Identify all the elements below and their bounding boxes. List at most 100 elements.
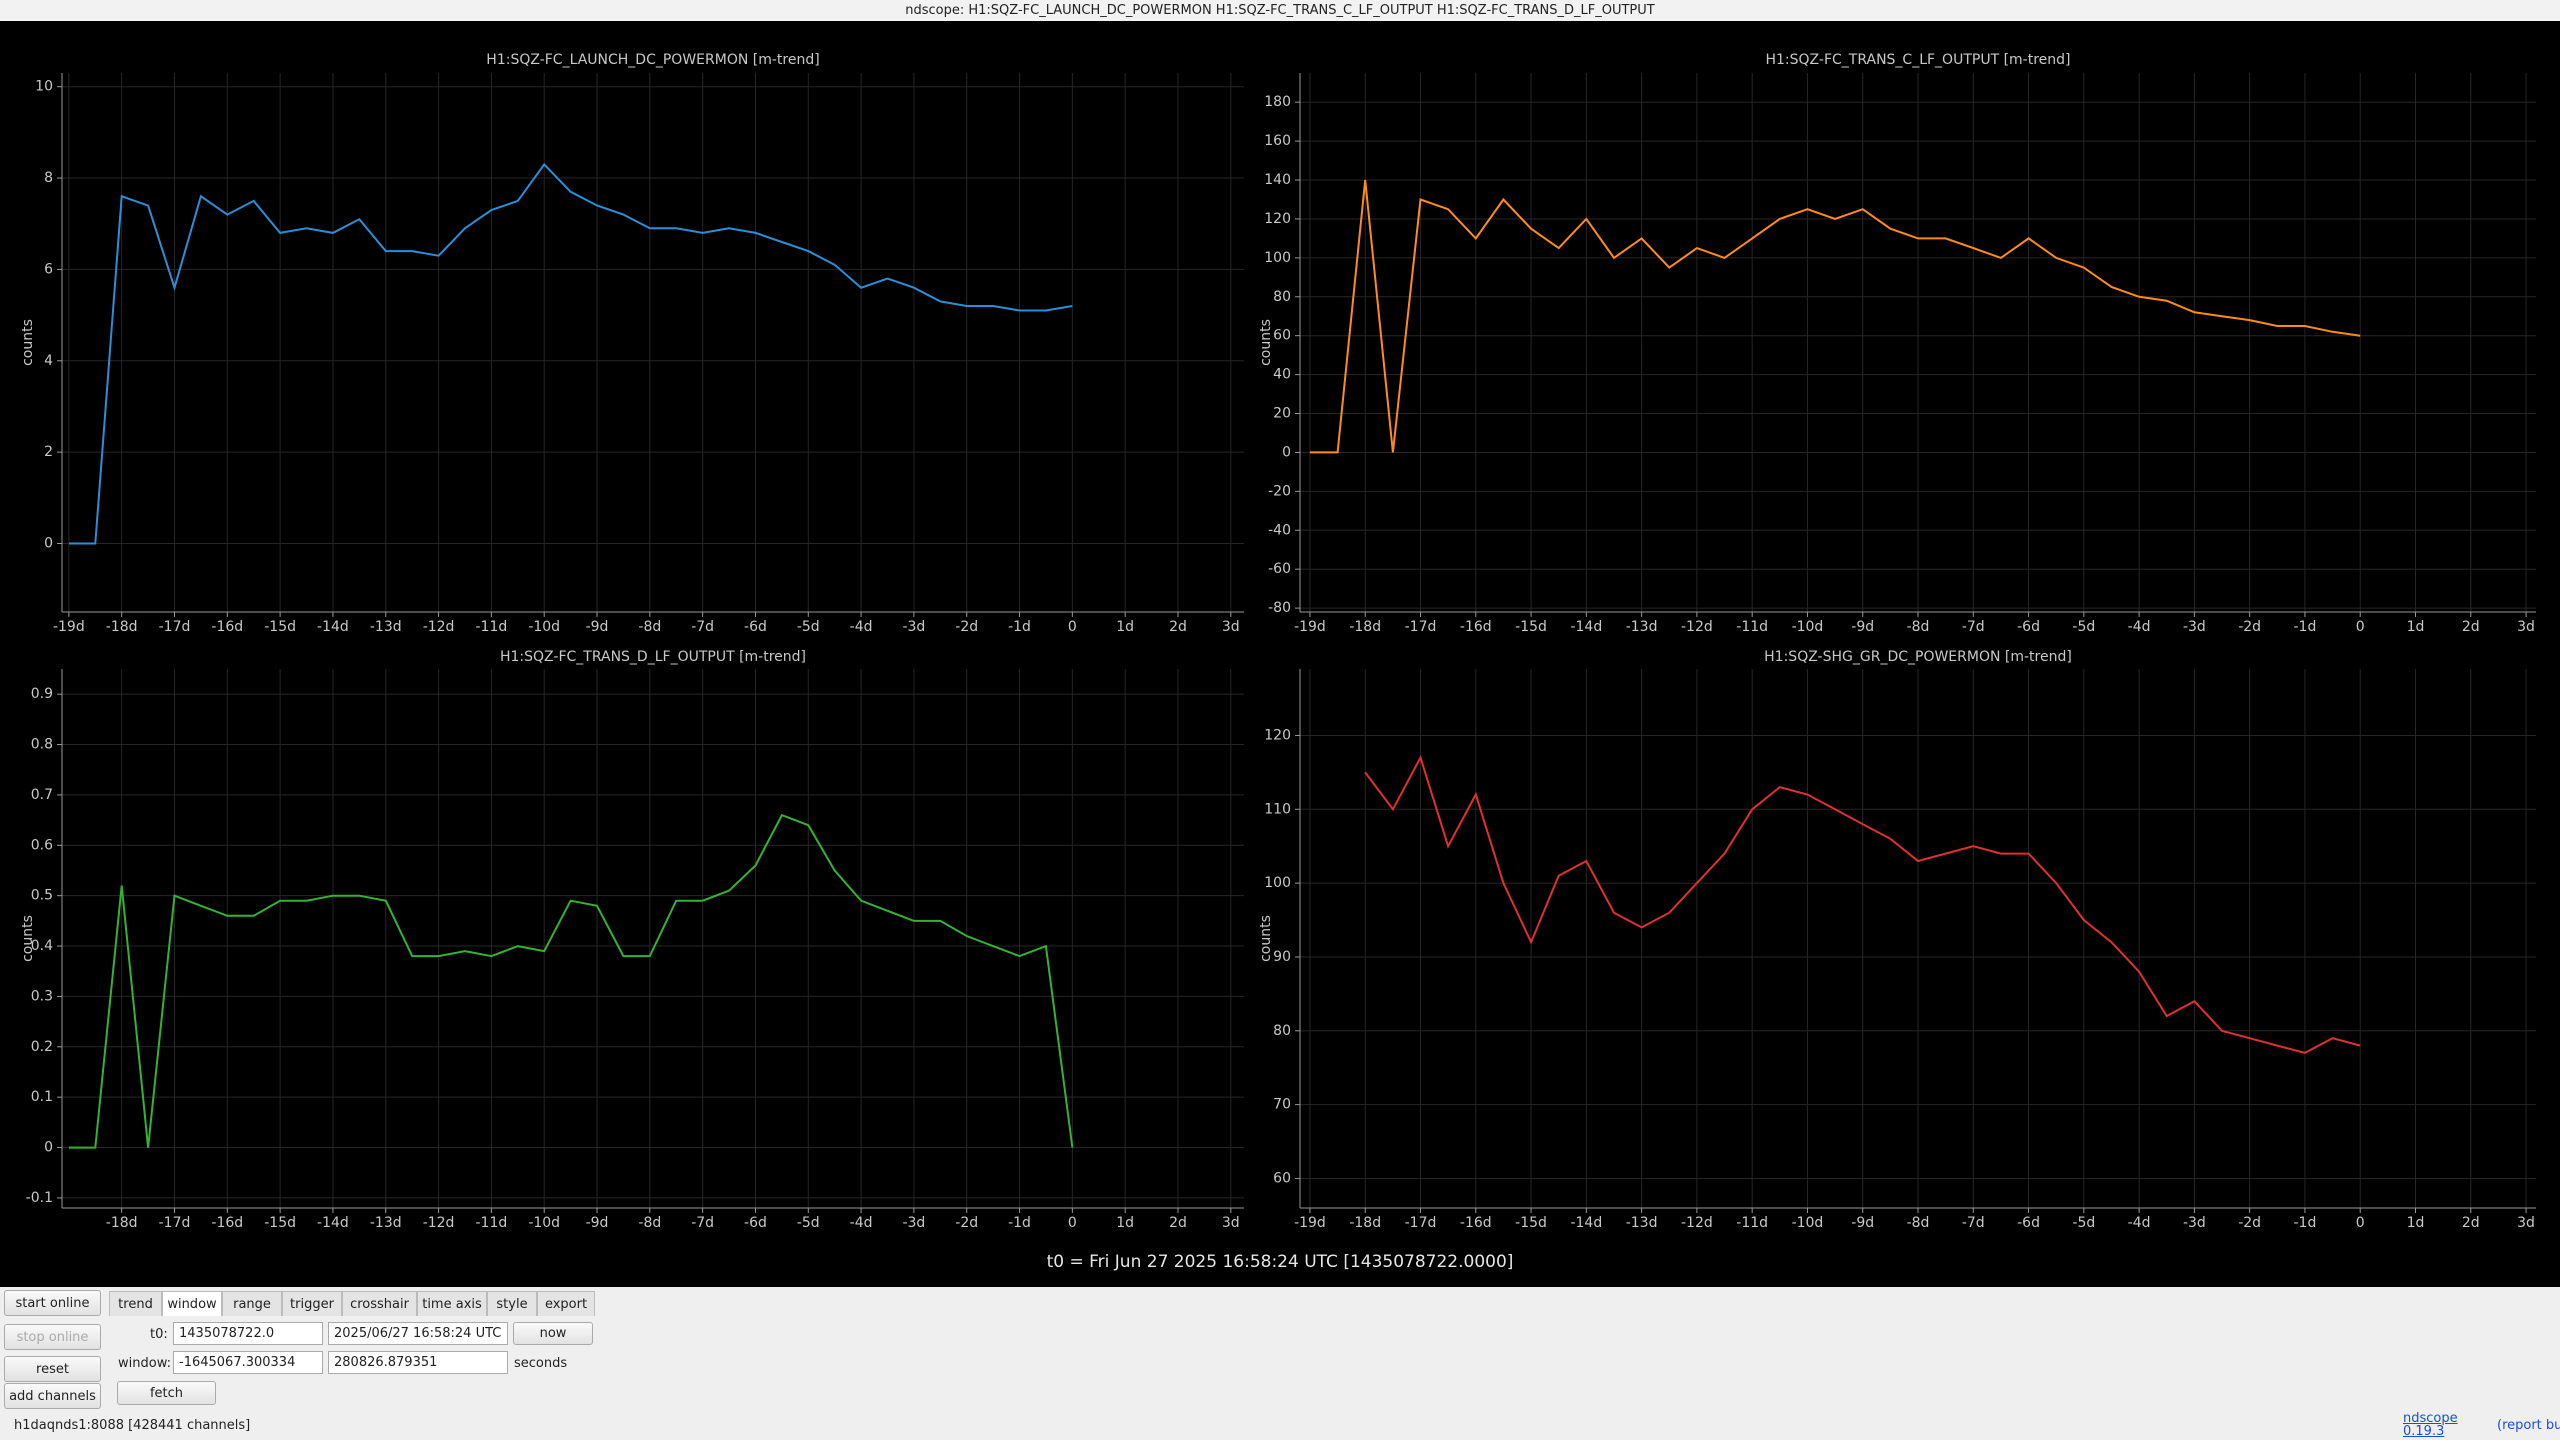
y-tick-label: 2 <box>44 444 53 460</box>
x-tick-label: -2d <box>2238 1215 2261 1231</box>
x-tick-label: -2d <box>2238 619 2261 635</box>
tab[interactable]: time axis <box>417 1291 487 1316</box>
trace <box>68 813 1074 1149</box>
x-tick-label: -12d <box>1681 1215 1713 1231</box>
trace <box>68 162 1073 545</box>
x-tick-label: 0 <box>1068 1215 1077 1231</box>
plots: t0 = Fri Jun 27 2025 16:58:24 UTC [14350… <box>0 21 2560 1287</box>
tab[interactable]: style <box>487 1291 537 1316</box>
x-tick-label: -4d <box>2128 1215 2151 1231</box>
x-tick-label: -16d <box>1460 1215 1492 1231</box>
y-axis-label: counts <box>1258 915 1274 962</box>
y-tick-label: 60 <box>1273 328 1291 344</box>
text-input[interactable]: 280826.879351 <box>328 1351 508 1374</box>
y-tick-label: 70 <box>1273 1097 1291 1113</box>
x-tick-label: -19d <box>1294 619 1326 635</box>
button[interactable]: fetch <box>117 1381 216 1405</box>
link[interactable]: ndscope 0.19.3 <box>2403 1411 2458 1439</box>
x-tick-label: -19d <box>1294 1215 1326 1231</box>
chart-title: H1:SQZ-FC_TRANS_C_LF_OUTPUT [m-trend] <box>1766 52 2071 68</box>
tab[interactable]: export <box>537 1291 595 1316</box>
x-tick-label: -8d <box>1907 619 1930 635</box>
text-input[interactable]: 2025/06/27 16:58:24 UTC <box>328 1322 508 1345</box>
x-tick-label: -6d <box>2017 1215 2040 1231</box>
text-input[interactable]: 1435078722.0 <box>173 1322 323 1345</box>
tab[interactable]: window <box>162 1291 222 1316</box>
button[interactable]: start online <box>4 1290 101 1316</box>
button[interactable]: now <box>513 1322 593 1345</box>
x-tick-label: -3d <box>902 1215 925 1231</box>
x-tick-label: -1d <box>2294 619 2317 635</box>
tab[interactable]: crosshair <box>342 1291 417 1316</box>
x-tick-label: 2d <box>1169 1215 1187 1231</box>
x-tick-label: 2d <box>2462 619 2480 635</box>
x-tick-label: -4d <box>850 619 873 635</box>
x-tick-label: -13d <box>1626 1215 1658 1231</box>
y-tick-label: 120 <box>1264 727 1291 743</box>
y-tick-label: -40 <box>1268 522 1291 538</box>
x-tick-label: -6d <box>744 619 767 635</box>
x-tick-label: -15d <box>1515 1215 1547 1231</box>
x-tick-label: 0 <box>2356 1215 2365 1231</box>
x-tick-label: -1d <box>1008 1215 1031 1231</box>
x-tick-label: 2d <box>1169 619 1187 635</box>
x-tick-label: -10d <box>1792 619 1824 635</box>
x-tick-label: -18d <box>106 1215 138 1231</box>
x-tick-label: -14d <box>317 619 349 635</box>
x-tick-label: -18d <box>1349 619 1381 635</box>
x-tick-label: -15d <box>264 619 296 635</box>
x-tick-label: -15d <box>264 1215 296 1231</box>
x-tick-label: 1d <box>2407 1215 2425 1231</box>
x-tick-label: -17d <box>159 1215 191 1231</box>
y-tick-label: 60 <box>1273 1170 1291 1186</box>
x-tick-label: -16d <box>211 1215 243 1231</box>
y-tick-label: -60 <box>1268 561 1291 577</box>
tab[interactable]: range <box>222 1291 282 1316</box>
x-tick-label: -14d <box>1570 619 1602 635</box>
x-tick-label: 3d <box>2517 619 2535 635</box>
x-tick-label: 3d <box>2517 1215 2535 1231</box>
x-tick-label: -15d <box>1515 619 1547 635</box>
x-tick-label: -9d <box>1851 1215 1874 1231</box>
window-title: ndscope: H1:SQZ-FC_LAUNCH_DC_POWERMON H1… <box>0 0 2560 22</box>
x-tick-label: -5d <box>2072 619 2095 635</box>
y-tick-label: 0.3 <box>31 988 53 1004</box>
button: stop online <box>4 1324 101 1350</box>
x-tick-label: -17d <box>1405 619 1437 635</box>
x-tick-label: -10d <box>528 1215 560 1231</box>
x-tick-label: -18d <box>1349 1215 1381 1231</box>
trace <box>1364 755 2361 1054</box>
x-tick-label: -3d <box>902 619 925 635</box>
x-tick-label: -13d <box>1626 619 1658 635</box>
y-tick-label: 0.8 <box>31 737 53 753</box>
x-tick-label: -19d <box>53 619 85 635</box>
x-tick-label: -11d <box>1736 619 1768 635</box>
tab[interactable]: trigger <box>282 1291 342 1316</box>
x-tick-label: -3d <box>2183 1215 2206 1231</box>
y-tick-label: 0.5 <box>31 888 53 904</box>
x-tick-label: 3d <box>1222 619 1240 635</box>
y-tick-label: 160 <box>1264 133 1291 149</box>
x-tick-label: 3d <box>1222 1215 1240 1231</box>
x-tick-label: -16d <box>211 619 243 635</box>
y-tick-label: 80 <box>1273 1023 1291 1039</box>
y-tick-label: 0.7 <box>31 787 53 803</box>
button[interactable]: reset <box>4 1356 101 1382</box>
button[interactable]: add channels <box>4 1383 101 1409</box>
y-tick-label: -0.1 <box>26 1190 53 1206</box>
x-tick-label: -5d <box>797 1215 820 1231</box>
y-tick-label: 10 <box>35 79 53 95</box>
x-tick-label: -7d <box>1962 1215 1985 1231</box>
x-tick-label: -11d <box>476 1215 508 1231</box>
x-tick-label: -17d <box>1405 1215 1437 1231</box>
x-tick-label: -5d <box>797 619 820 635</box>
x-tick-label: -2d <box>955 619 978 635</box>
chart-title: H1:SQZ-SHG_GR_DC_POWERMON [m-trend] <box>1764 649 2072 665</box>
link[interactable]: (report bug) <box>2497 1417 2560 1433</box>
x-tick-label: -11d <box>1736 1215 1768 1231</box>
x-tick-label: -11d <box>476 619 508 635</box>
text-input[interactable]: -1645067.300334 <box>173 1351 323 1374</box>
y-tick-label: 180 <box>1264 94 1291 110</box>
y-tick-label: -80 <box>1268 600 1291 616</box>
tab[interactable]: trend <box>109 1291 162 1316</box>
